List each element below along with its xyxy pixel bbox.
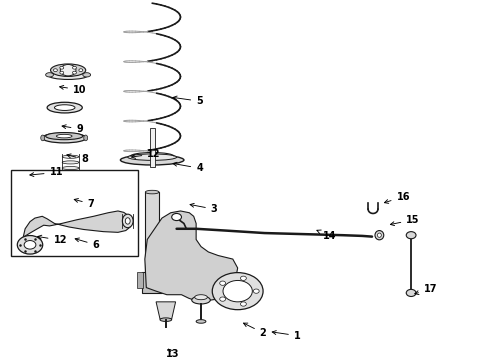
Ellipse shape (83, 73, 91, 77)
Text: 13: 13 (166, 348, 179, 359)
Bar (137, 271, 143, 288)
Ellipse shape (62, 172, 79, 175)
Circle shape (223, 280, 252, 302)
Circle shape (53, 69, 57, 72)
Polygon shape (23, 211, 132, 239)
Text: 9: 9 (62, 124, 83, 134)
Ellipse shape (62, 184, 79, 186)
Circle shape (220, 297, 225, 301)
Circle shape (60, 64, 76, 76)
Polygon shape (145, 211, 238, 301)
Ellipse shape (160, 318, 172, 321)
Circle shape (60, 71, 64, 74)
Ellipse shape (62, 219, 79, 222)
Polygon shape (156, 302, 175, 319)
Ellipse shape (122, 214, 133, 228)
Circle shape (241, 276, 246, 280)
Text: 2: 2 (244, 323, 267, 338)
Text: 17: 17 (415, 284, 438, 294)
Bar (143, 271, 162, 293)
Circle shape (79, 69, 83, 72)
Circle shape (241, 302, 246, 306)
Ellipse shape (84, 135, 88, 141)
Text: 8: 8 (67, 154, 88, 164)
Circle shape (73, 71, 76, 74)
Ellipse shape (377, 233, 381, 237)
Text: 5: 5 (173, 96, 203, 106)
Ellipse shape (62, 217, 79, 220)
Ellipse shape (62, 206, 79, 209)
Text: 3: 3 (190, 203, 218, 214)
Ellipse shape (375, 230, 384, 240)
Circle shape (73, 66, 76, 69)
Text: 6: 6 (75, 238, 99, 250)
Ellipse shape (62, 236, 79, 239)
Text: 12: 12 (131, 149, 161, 159)
Ellipse shape (195, 295, 207, 300)
Text: 4: 4 (173, 162, 203, 173)
Ellipse shape (41, 135, 45, 141)
Circle shape (253, 289, 259, 293)
Circle shape (24, 240, 36, 249)
Bar (161, 271, 167, 288)
Circle shape (212, 273, 263, 310)
Text: 11: 11 (30, 167, 63, 177)
Ellipse shape (46, 73, 53, 77)
Text: 15: 15 (391, 215, 420, 226)
Ellipse shape (196, 320, 206, 323)
Bar (11, 170, 139, 256)
Ellipse shape (121, 155, 184, 165)
Ellipse shape (54, 105, 75, 111)
Text: 12: 12 (38, 235, 67, 245)
Ellipse shape (62, 161, 79, 164)
Circle shape (17, 235, 43, 254)
Ellipse shape (62, 178, 79, 181)
Text: 10: 10 (60, 85, 87, 95)
Ellipse shape (62, 189, 79, 192)
Ellipse shape (192, 296, 210, 304)
Ellipse shape (47, 102, 82, 113)
Ellipse shape (62, 155, 79, 158)
Ellipse shape (62, 195, 79, 198)
Ellipse shape (56, 134, 72, 138)
Circle shape (172, 213, 181, 221)
Ellipse shape (50, 64, 86, 76)
Ellipse shape (46, 132, 83, 140)
Ellipse shape (128, 154, 176, 160)
Circle shape (406, 231, 416, 239)
Ellipse shape (62, 166, 79, 170)
Bar (146, 192, 159, 279)
Circle shape (220, 281, 225, 285)
Ellipse shape (49, 72, 88, 80)
Text: 1: 1 (272, 330, 300, 341)
Ellipse shape (62, 212, 79, 215)
FancyBboxPatch shape (61, 220, 80, 239)
Text: 14: 14 (317, 230, 337, 241)
Ellipse shape (62, 201, 79, 203)
Bar (150, 128, 155, 167)
Text: 16: 16 (385, 192, 410, 203)
Ellipse shape (125, 218, 130, 224)
Ellipse shape (146, 190, 159, 194)
Text: 7: 7 (74, 199, 95, 209)
Circle shape (60, 66, 64, 69)
Circle shape (406, 289, 416, 297)
Ellipse shape (42, 133, 86, 143)
